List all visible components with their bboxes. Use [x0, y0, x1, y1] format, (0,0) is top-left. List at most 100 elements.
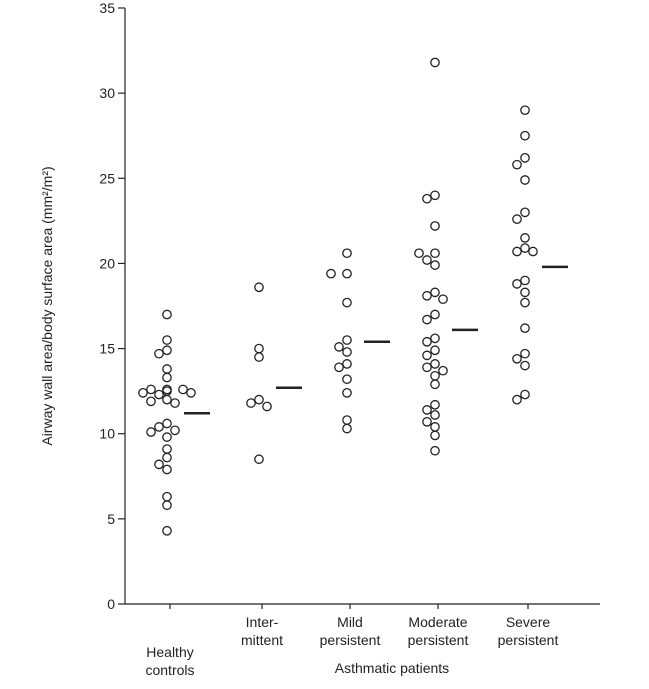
- data-point: [422, 416, 432, 427]
- group-label: Asthmatic patients: [335, 660, 449, 676]
- data-point: [154, 422, 164, 432]
- data-point: [334, 362, 344, 373]
- data-point: [438, 365, 448, 376]
- data-point: [154, 389, 164, 400]
- data-point: [520, 297, 530, 308]
- data-point: [430, 57, 440, 68]
- data-point: [430, 379, 440, 390]
- data-point: [162, 452, 172, 463]
- data-point: [520, 287, 530, 298]
- data-point: [430, 248, 440, 259]
- data-point: [146, 396, 156, 407]
- data-point: [162, 491, 172, 502]
- data-point: [520, 153, 530, 163]
- y-axis-label: Airway wall area/body surface area (mm²/…: [39, 166, 55, 445]
- data-point: [520, 389, 530, 400]
- data-point: [162, 394, 172, 405]
- data-point: [342, 387, 352, 398]
- y-tick-label: 35: [99, 0, 115, 16]
- x-tick-label: Healthy controls: [145, 644, 194, 678]
- data-point: [154, 348, 164, 359]
- data-point: [422, 405, 432, 415]
- data-point: [520, 207, 530, 218]
- data-point: [162, 432, 172, 442]
- data-point: [170, 425, 180, 436]
- data-point: [162, 418, 172, 429]
- data-point: [422, 193, 432, 204]
- data-point: [138, 387, 148, 398]
- data-point: [422, 290, 432, 301]
- data-point: [512, 246, 522, 257]
- data-point: [520, 275, 530, 286]
- data-point: [342, 415, 352, 425]
- data-point: [512, 214, 522, 225]
- data-point: [162, 372, 172, 383]
- data-point: [254, 394, 264, 405]
- data-point: [430, 445, 440, 456]
- data-point: [520, 233, 530, 243]
- data-point: [162, 345, 172, 356]
- data-point: [438, 294, 448, 305]
- data-point: [342, 297, 352, 308]
- y-tick-label: 10: [99, 426, 115, 442]
- data-point: [422, 255, 432, 265]
- data-point: [162, 309, 172, 320]
- x-tick-label: Severe persistent: [498, 614, 559, 648]
- data-point: [342, 248, 352, 259]
- data-point: [430, 309, 440, 320]
- y-tick-label: 30: [99, 85, 115, 101]
- y-tick-label: 0: [107, 596, 115, 612]
- data-point: [520, 105, 530, 116]
- data-point: [520, 243, 530, 253]
- data-point: [430, 333, 440, 344]
- data-point: [170, 398, 180, 408]
- data-point: [154, 459, 164, 470]
- data-point: [162, 335, 172, 345]
- data-point: [430, 410, 440, 420]
- data-point: [430, 359, 440, 369]
- x-tick-label: Inter-mittent: [241, 614, 283, 648]
- data-point: [334, 342, 344, 352]
- data-point: [326, 268, 336, 279]
- data-point: [342, 374, 352, 385]
- y-tick-label: 25: [99, 170, 115, 186]
- y-tick-label: 20: [99, 255, 115, 271]
- data-point: [162, 444, 172, 454]
- y-tick-label: 5: [107, 511, 115, 527]
- data-point: [512, 159, 522, 170]
- x-tick-label: Moderate persistent: [408, 614, 469, 648]
- data-point: [520, 348, 530, 359]
- data-point: [342, 335, 352, 345]
- data-point: [262, 401, 272, 412]
- data-point: [254, 454, 264, 465]
- data-point: [430, 287, 440, 298]
- data-point: [162, 464, 172, 475]
- data-point: [246, 398, 256, 408]
- data-point: [512, 279, 522, 289]
- data-point: [422, 314, 432, 325]
- data-point: [430, 260, 440, 270]
- data-point: [520, 323, 530, 333]
- data-point: [178, 384, 188, 395]
- data-point: [422, 336, 432, 347]
- y-tick-label: 15: [99, 341, 115, 357]
- data-point: [430, 430, 440, 441]
- data-point: [430, 345, 440, 356]
- data-point: [520, 130, 530, 141]
- data-point: [414, 248, 424, 259]
- data-point: [254, 343, 264, 354]
- data-point: [520, 175, 530, 185]
- data-point: [528, 246, 538, 257]
- data-point: [186, 387, 196, 398]
- data-point: [422, 362, 432, 373]
- data-point: [146, 384, 156, 395]
- data-point: [430, 190, 440, 201]
- data-point: [342, 359, 352, 369]
- data-point: [512, 353, 522, 364]
- data-point: [512, 394, 522, 405]
- data-point: [342, 347, 352, 357]
- data-point: [254, 282, 264, 293]
- data-point: [342, 268, 352, 279]
- data-point: [520, 360, 530, 371]
